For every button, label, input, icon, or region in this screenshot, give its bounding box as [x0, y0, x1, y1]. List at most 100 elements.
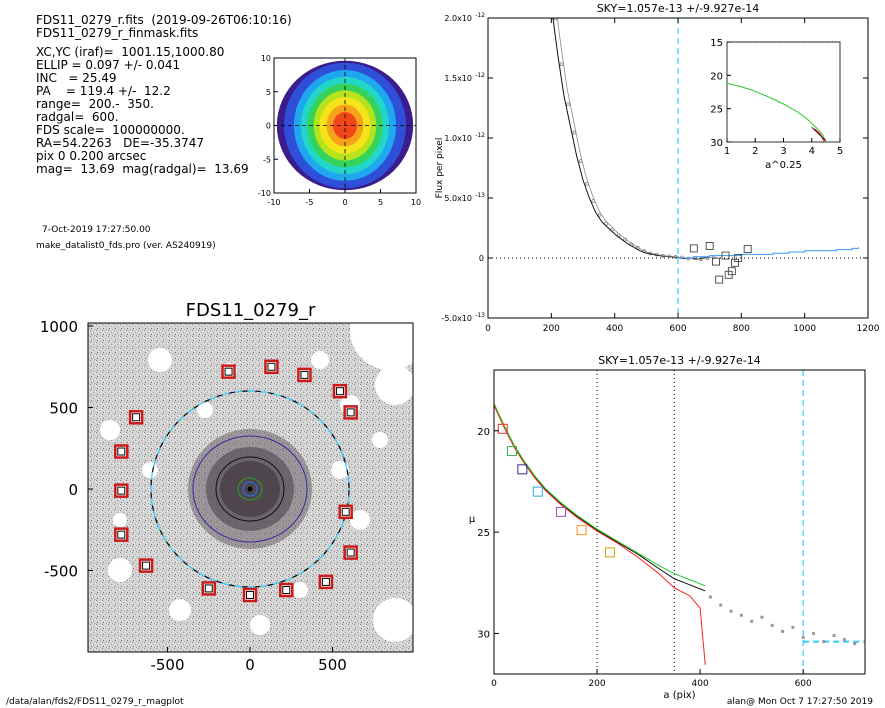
- sky-ytick-exponent: -12: [475, 72, 485, 79]
- sky-square-marker: [689, 244, 698, 253]
- inset-ytick-label: 15: [710, 38, 723, 49]
- profile-xtick-label: 200: [588, 679, 605, 689]
- profile-line: [494, 405, 706, 665]
- inset-xtick-label: 3: [780, 146, 786, 157]
- mask-region: [372, 432, 388, 448]
- sky-box-marker: [343, 545, 358, 560]
- sky-box-marker: [114, 483, 129, 498]
- profile-grey-point: [832, 633, 836, 637]
- image-xtick-label: 500: [318, 656, 347, 674]
- profile-grey-point: [842, 638, 846, 642]
- inset-ytick-label: 25: [710, 105, 723, 116]
- profile-fit-marker: [517, 464, 528, 475]
- profile-grey-point: [739, 613, 743, 617]
- sky-point: [559, 62, 564, 67]
- sky-xtick-label: 200: [543, 324, 560, 334]
- sky-box-marker: [338, 504, 353, 520]
- profile-fit-marker: [604, 547, 615, 558]
- sky-box-marker-inner: [300, 370, 309, 379]
- info-line: FDS scale= 100000000.: [36, 123, 185, 137]
- inset-xtick-label: 5: [837, 146, 843, 157]
- sky-ytick-exponent: -13: [475, 192, 485, 199]
- sky-square-marker: [721, 251, 730, 260]
- profile-grey-point: [811, 631, 815, 635]
- isophote-range-outer: [192, 435, 308, 543]
- profile-grey-point: [801, 636, 805, 640]
- sky-box-marker: [297, 367, 312, 383]
- profile-xtick-label: 600: [795, 679, 812, 689]
- profile-fit-marker: [497, 423, 508, 434]
- profile-ylabel: μ: [469, 514, 476, 525]
- sky-box-marker-inner: [246, 590, 254, 599]
- sky-box-marker: [221, 364, 236, 379]
- info-line: XC,YC (iraf)= 1001.15,1000.80: [36, 45, 225, 59]
- sky-xtick-label: 800: [733, 324, 750, 334]
- mask-region: [197, 402, 213, 418]
- mask-region: [250, 615, 270, 635]
- sky-box-marker-inner: [132, 413, 141, 422]
- profile-grey-point: [760, 615, 764, 619]
- mask-region: [169, 599, 191, 621]
- profile-fit-marker: [555, 506, 566, 517]
- image-xtick-label: -500: [150, 656, 184, 674]
- mask-region: [350, 510, 370, 530]
- sky-box-marker: [279, 582, 294, 598]
- mask-region: [375, 365, 413, 405]
- footer-timestamp: alan@ Mon Oct 7 17:27:50 2019: [726, 697, 873, 707]
- contour-xtick-label: 5: [378, 198, 383, 207]
- info-date: 7-Oct-2019 17:27:50.00: [42, 225, 151, 235]
- sky-profile-line-2: [557, 18, 713, 260]
- contour-ytick-label: 0: [266, 122, 271, 131]
- sky-ytick-exponent: -13: [475, 312, 485, 319]
- info-line: range= 200.- 350.: [36, 97, 154, 111]
- profile-fit-marker: [507, 446, 518, 457]
- profile-grey-point: [781, 629, 785, 633]
- info-line: ELLIP = 0.097 +/- 0.041: [36, 58, 181, 72]
- sky-profile-line: [552, 18, 710, 260]
- footer-path: /data/alan/fds2/FDS11_0279_r_magplot: [6, 697, 184, 707]
- info-line: mag= 13.69 mag(radgal)= 13.69: [36, 162, 249, 176]
- info-program: make_datalist0_fds.pro (ver. AS240919): [36, 241, 216, 251]
- sky-ytick-label: -5.0x10: [441, 314, 472, 323]
- image-data: [88, 323, 413, 652]
- sky-box-marker-inner: [117, 530, 126, 539]
- sky-box-marker-inner: [282, 586, 291, 595]
- sky-xtick-label: 1200: [857, 324, 880, 334]
- profile-ytick-label: 30: [477, 629, 490, 640]
- sky-ytick-label: 5.0x10: [444, 194, 472, 203]
- sky-ytick-label: 1.5x10: [444, 74, 472, 83]
- inset-frame: [726, 41, 841, 143]
- profile-grey-point: [791, 625, 795, 629]
- inset-profile-red: [814, 128, 825, 143]
- sky-xtick-label: 1000: [793, 324, 816, 334]
- mask-region: [100, 420, 120, 440]
- profile-ytick-label: 20: [477, 427, 490, 438]
- sky-box-marker-inner: [321, 577, 330, 586]
- sky-box-marker: [318, 574, 334, 590]
- info-line: INC = 25.49: [36, 71, 117, 85]
- sky-square-marker: [705, 242, 714, 250]
- inset-profile-black: [811, 127, 827, 141]
- inset-xtick-label: 2: [752, 146, 758, 157]
- contour-xtick-label: -5: [306, 198, 314, 207]
- profile-xtick-label: 0: [491, 679, 497, 689]
- sky-box-marker: [114, 527, 129, 542]
- mask-region: [292, 582, 308, 598]
- contour-xtick-label: 10: [411, 198, 421, 207]
- profile-xtick-label: 400: [692, 679, 709, 689]
- radgal-ring-cyan: [150, 390, 350, 588]
- profile-grey-point: [853, 642, 857, 646]
- isophote-range-inner: [215, 456, 285, 522]
- sky-square-marker: [715, 275, 724, 284]
- contour-ytick-label: 10: [261, 54, 271, 63]
- profile-fit-marker: [576, 525, 587, 536]
- image-title: FDS11_0279_r: [186, 300, 316, 321]
- sky-xtick-label: 400: [606, 324, 623, 334]
- sky-box-marker-inner: [117, 486, 126, 495]
- sky-box-marker: [242, 587, 258, 603]
- sky-square-marker: [727, 267, 736, 276]
- contour-ytick-label: -5: [263, 155, 271, 164]
- mask-region: [331, 461, 349, 479]
- sky-ytick-label: 1.0x10: [444, 134, 472, 143]
